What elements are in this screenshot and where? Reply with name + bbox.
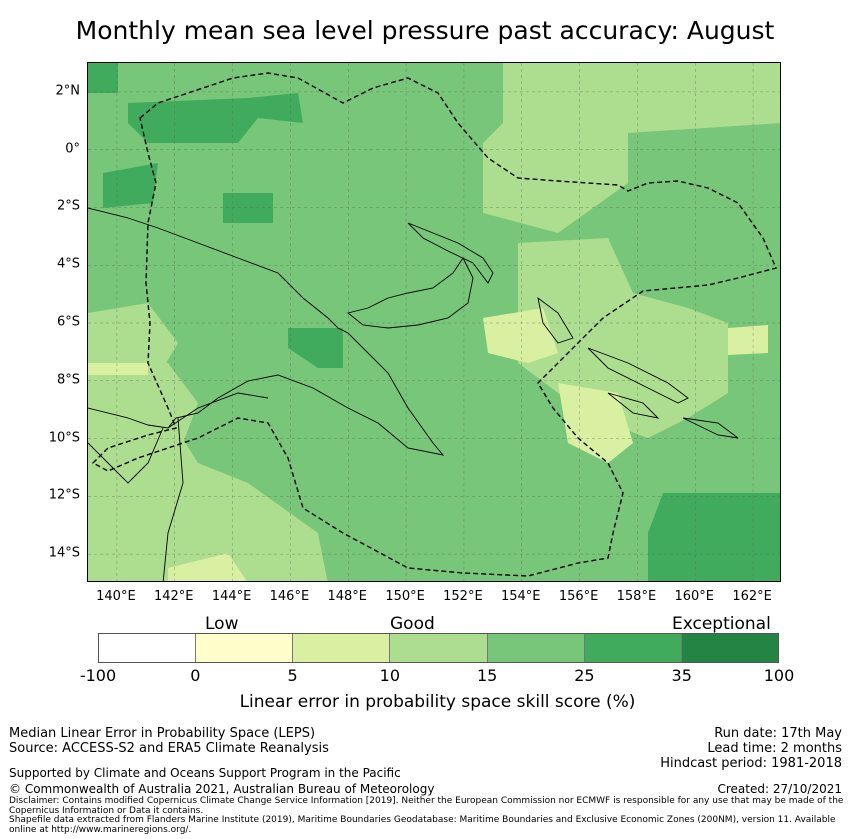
colorbar-tick-label: 10 — [379, 666, 401, 685]
longitude-label: 154°E — [500, 589, 541, 604]
hindcast-period: Hindcast period: 1981-2018 — [660, 756, 842, 771]
skill-region-high-2 — [128, 93, 303, 143]
eez-boundary — [91, 72, 777, 577]
disclaimer: Disclaimer: Contains modified Copernicus… — [9, 796, 844, 816]
map-panel[interactable] — [87, 62, 781, 582]
legend-category-exceptional: Exceptional — [672, 614, 771, 634]
bougainville-coast — [537, 296, 574, 344]
longitude-label: 150°E — [385, 589, 425, 604]
chart-title: Monthly mean sea level pressure past acc… — [75, 16, 775, 45]
longitude-label: 140°E — [96, 589, 136, 604]
footer-copyright: © Commonwealth of Australia 2021, Austra… — [9, 782, 435, 796]
skill-region-high-4 — [223, 193, 273, 223]
colorbar-tick-label: 25 — [574, 666, 595, 685]
colorbar-segment — [487, 634, 585, 662]
colorbar-tick-label: 15 — [476, 666, 498, 685]
skill-region-fair-3 — [728, 325, 768, 355]
gridlines — [88, 63, 780, 581]
latitude-label: 12°S — [48, 487, 80, 503]
legend-category-good: Good — [390, 614, 435, 634]
lead-time: Lead time: 2 months — [707, 741, 842, 756]
colorbar-tick-label: 0 — [190, 666, 201, 685]
footer-method: Median Linear Error in Probability Space… — [9, 726, 316, 741]
skill-region-high-1 — [88, 63, 118, 93]
longitude-label: 162°E — [732, 589, 772, 604]
colorbar-label: Linear error in probability space skill … — [239, 692, 636, 712]
latitude-label: 0° — [65, 141, 80, 157]
solomon-islands-coast-2 — [607, 392, 660, 419]
longitude-label: 156°E — [558, 589, 599, 604]
latitude-label: 2°N — [55, 83, 81, 99]
longitude-label: 146°E — [269, 589, 310, 604]
footer-source: Source: ACCESS-S2 and ERA5 Climate Reana… — [9, 741, 329, 756]
skill-region-high-se — [648, 493, 780, 581]
latitude-label: 2°S — [56, 198, 80, 214]
latitude-label: 6°S — [56, 314, 80, 330]
colorbar-tick-label: 35 — [671, 666, 692, 685]
solomon-islands-coast-1 — [587, 347, 689, 404]
colorbar-tick-label: -100 — [79, 666, 117, 685]
footer-support: Supported by Climate and Oceans Support … — [9, 766, 401, 780]
longitude-label: 148°E — [327, 589, 368, 604]
colorbar-segment — [390, 634, 488, 662]
latitude-label: 10°S — [48, 430, 80, 446]
latitude-label: 8°S — [56, 372, 80, 388]
solomon-islands-coast-3 — [682, 417, 739, 439]
colorbar-segment — [681, 634, 778, 662]
skill-region-fair-5 — [168, 553, 247, 581]
longitude-label: 144°E — [211, 589, 252, 604]
torres-strait-coast — [167, 392, 269, 429]
skill-region-good-ne — [483, 63, 780, 233]
run-date: Run date: 17th May — [714, 726, 842, 741]
new-britain-coast — [347, 257, 474, 329]
latitude-label: 4°S — [56, 256, 80, 272]
new-ireland-coast — [407, 222, 494, 284]
colorbar-segment — [196, 634, 294, 662]
skill-region-mid-s — [318, 423, 508, 581]
created-date: Created: 27/10/2021 — [717, 782, 842, 796]
colorbar-tick-label: 100 — [763, 666, 795, 685]
longitude-label: 152°E — [443, 589, 483, 604]
legend-category-low: Low — [205, 614, 239, 634]
colorbar-tick-label: 5 — [287, 666, 298, 685]
colorbar-segment — [584, 634, 682, 662]
colorbar-segment — [99, 634, 197, 662]
skill-region-high-5 — [288, 328, 343, 368]
skill-map — [88, 63, 780, 581]
latitude-label: 14°S — [48, 545, 80, 561]
colorbar-segment — [293, 634, 391, 662]
coastlines — [88, 207, 739, 581]
skill-region-fair-1 — [483, 308, 558, 363]
skill-region-fair-2 — [558, 383, 633, 463]
longitude-label: 160°E — [674, 589, 715, 604]
shapefile-credit: Shapefile data extracted from Flanders M… — [9, 815, 836, 835]
colorbar — [98, 633, 779, 663]
longitude-label: 158°E — [616, 589, 657, 604]
longitude-label: 142°E — [153, 589, 194, 604]
australia-coast — [88, 417, 184, 581]
skill-region-fair-4 — [88, 363, 148, 375]
